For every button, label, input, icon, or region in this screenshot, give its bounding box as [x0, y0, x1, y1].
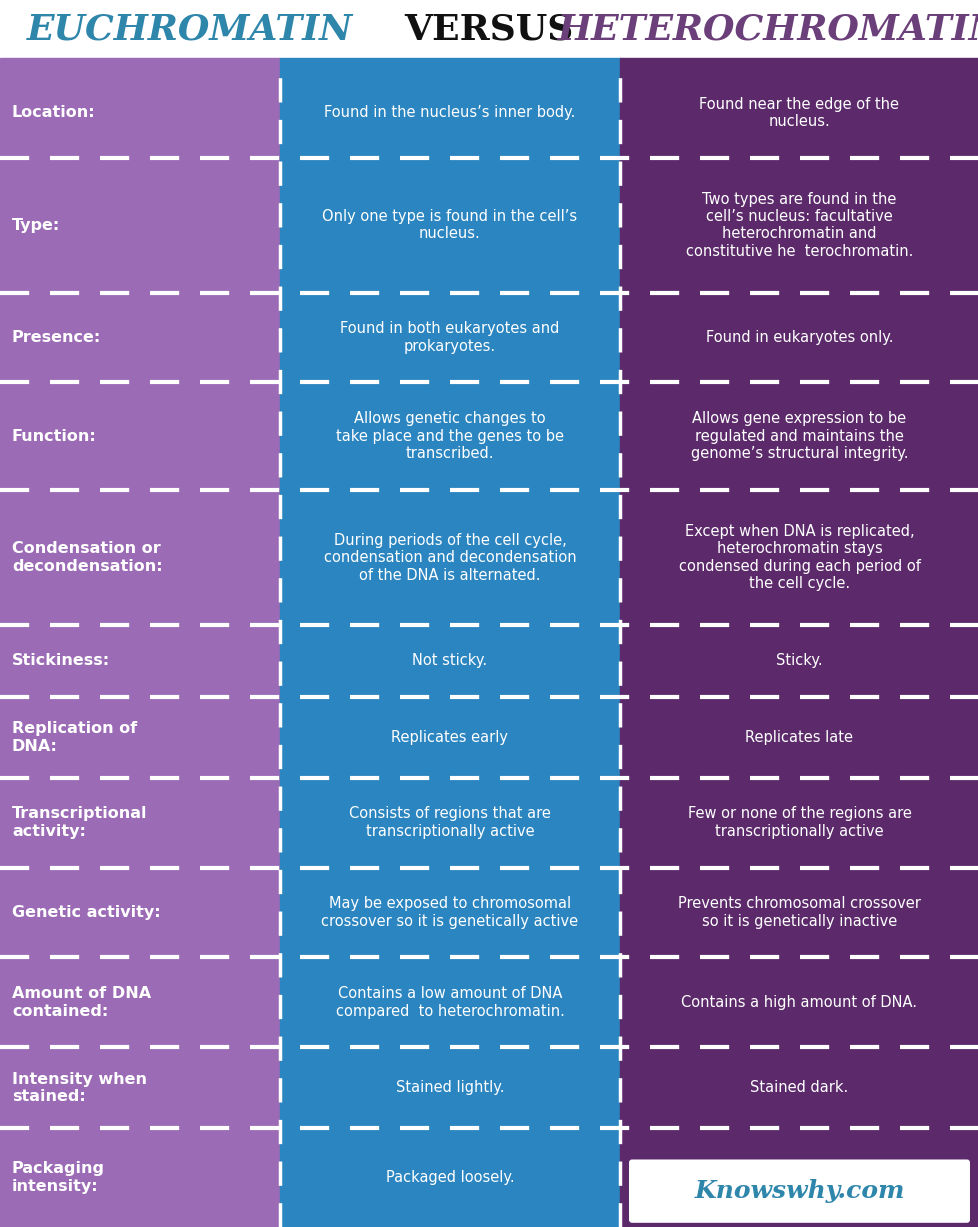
Text: Replicates late: Replicates late — [744, 730, 853, 745]
Text: Stained lightly.: Stained lightly. — [395, 1080, 504, 1096]
Bar — [619, 292, 978, 383]
Text: Packaged loosely.: Packaged loosely. — [385, 1171, 513, 1185]
Text: Genetic activity:: Genetic activity: — [12, 906, 160, 920]
Bar — [0, 158, 280, 292]
Bar — [0, 58, 280, 67]
Text: Found in eukaryotes only.: Found in eukaryotes only. — [705, 330, 892, 345]
Text: Only one type is found in the cell’s
nucleus.: Only one type is found in the cell’s nuc… — [322, 209, 577, 242]
Text: Two types are found in the
cell’s nucleus: facultative
heterochromatin and
const: Two types are found in the cell’s nucleu… — [686, 191, 912, 259]
Text: Few or none of the regions are
transcriptionally active: Few or none of the regions are transcrip… — [687, 806, 911, 839]
FancyBboxPatch shape — [628, 1160, 969, 1223]
Bar — [0, 1048, 280, 1128]
Text: Stickiness:: Stickiness: — [12, 654, 110, 669]
Bar — [619, 158, 978, 292]
Text: Contains a high amount of DNA.: Contains a high amount of DNA. — [681, 995, 916, 1010]
Bar — [619, 67, 978, 158]
Text: Packaging
intensity:: Packaging intensity: — [12, 1162, 105, 1194]
Bar — [0, 67, 280, 158]
Bar — [0, 383, 280, 491]
Bar — [619, 957, 978, 1048]
Bar — [0, 625, 280, 697]
Bar — [280, 867, 619, 957]
Bar — [280, 67, 619, 158]
Bar — [619, 1048, 978, 1128]
Text: Knowswhy.com: Knowswhy.com — [693, 1179, 904, 1204]
Text: Intensity when
stained:: Intensity when stained: — [12, 1071, 147, 1104]
Text: Contains a low amount of DNA
compared  to heterochromatin.: Contains a low amount of DNA compared to… — [335, 987, 564, 1018]
Text: Prevents chromosomal crossover
so it is genetically inactive: Prevents chromosomal crossover so it is … — [678, 897, 920, 929]
Text: May be exposed to chromosomal
crossover so it is genetically active: May be exposed to chromosomal crossover … — [321, 897, 578, 929]
Bar — [280, 625, 619, 697]
Text: Allows gene expression to be
regulated and maintains the
genome’s structural int: Allows gene expression to be regulated a… — [690, 411, 908, 461]
Bar — [280, 1048, 619, 1128]
Bar — [619, 867, 978, 957]
Text: Stained dark.: Stained dark. — [749, 1080, 848, 1096]
Text: Replication of
DNA:: Replication of DNA: — [12, 721, 137, 753]
Text: Except when DNA is replicated,
heterochromatin stays
condensed during each perio: Except when DNA is replicated, heterochr… — [678, 524, 919, 591]
Text: Location:: Location: — [12, 106, 96, 120]
Text: Transcriptional
activity:: Transcriptional activity: — [12, 806, 148, 839]
Text: Presence:: Presence: — [12, 330, 101, 345]
Bar — [0, 867, 280, 957]
Bar — [619, 491, 978, 625]
Bar — [0, 1128, 280, 1227]
Text: Found in the nucleus’s inner body.: Found in the nucleus’s inner body. — [324, 106, 575, 120]
Bar — [280, 58, 619, 67]
Text: Amount of DNA
contained:: Amount of DNA contained: — [12, 987, 151, 1018]
Bar — [280, 383, 619, 491]
Bar — [0, 778, 280, 867]
Text: HETEROCHROMATIN: HETEROCHROMATIN — [557, 12, 978, 45]
Text: EUCHROMATIN: EUCHROMATIN — [27, 12, 353, 45]
Text: VERSUS: VERSUS — [404, 12, 573, 45]
Bar — [0, 957, 280, 1048]
Bar — [0, 292, 280, 383]
Bar — [619, 383, 978, 491]
Bar — [280, 778, 619, 867]
Bar — [619, 1128, 978, 1227]
Bar — [0, 491, 280, 625]
Text: Function:: Function: — [12, 429, 97, 444]
Text: Found in both eukaryotes and
prokaryotes.: Found in both eukaryotes and prokaryotes… — [340, 321, 559, 353]
Text: Replicates early: Replicates early — [391, 730, 508, 745]
Text: Not sticky.: Not sticky. — [412, 654, 487, 669]
Text: During periods of the cell cycle,
condensation and decondensation
of the DNA is : During periods of the cell cycle, conden… — [324, 533, 576, 583]
Text: Found near the edge of the
nucleus.: Found near the edge of the nucleus. — [699, 97, 899, 129]
Text: Consists of regions that are
transcriptionally active: Consists of regions that are transcripti… — [349, 806, 551, 839]
Bar — [619, 778, 978, 867]
Bar — [280, 1128, 619, 1227]
Bar — [280, 491, 619, 625]
Bar — [280, 697, 619, 778]
Text: Sticky.: Sticky. — [776, 654, 822, 669]
Bar — [619, 58, 978, 67]
Text: Packaged tightly.: Packaged tightly. — [736, 1171, 861, 1185]
Bar — [280, 292, 619, 383]
Bar — [0, 697, 280, 778]
Text: Allows genetic changes to
take place and the genes to be
transcribed.: Allows genetic changes to take place and… — [335, 411, 563, 461]
Bar — [280, 158, 619, 292]
Text: Type:: Type: — [12, 217, 61, 233]
Text: Condensation or
decondensation:: Condensation or decondensation: — [12, 541, 162, 574]
Bar — [280, 957, 619, 1048]
Bar — [619, 625, 978, 697]
Bar — [619, 697, 978, 778]
